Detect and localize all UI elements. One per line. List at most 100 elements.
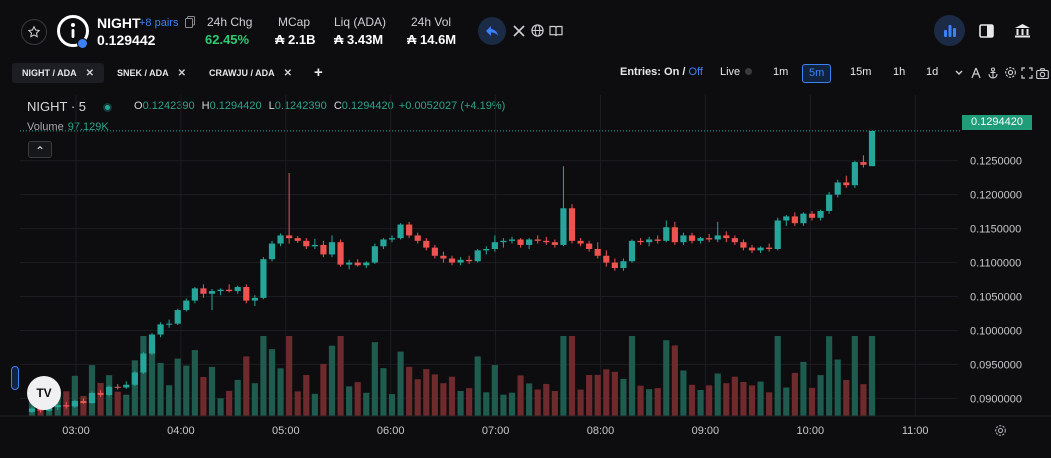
volume-bar: [88, 365, 96, 416]
candle-body: [268, 243, 276, 260]
add-tab-button[interactable]: +: [314, 64, 323, 81]
camera-icon[interactable]: [1036, 68, 1049, 79]
volume-bar: [577, 389, 584, 416]
volume-bar: [714, 373, 721, 416]
docs-book-icon[interactable]: [549, 25, 563, 37]
x-tick-label: 09:00: [692, 425, 720, 437]
bank-icon[interactable]: [1014, 23, 1031, 38]
live-toggle[interactable]: Live: [720, 66, 753, 78]
candle-body: [491, 242, 498, 249]
token-logo: [57, 15, 89, 47]
share-button[interactable]: [478, 17, 506, 45]
panel-layout-icon[interactable]: [979, 24, 994, 38]
ohlc-values: O0.1242390 H0.1294420 L0.1242390 C0.1294…: [134, 100, 505, 112]
copy-icon[interactable]: [185, 16, 195, 28]
volume-bar: [423, 369, 430, 416]
volume-bar: [234, 379, 241, 416]
volume-bar: [97, 382, 104, 416]
chevron-up-icon: ⌃: [34, 144, 46, 158]
stat-24h-chg-label: 24h Chg: [207, 15, 253, 29]
expand-icon[interactable]: [1021, 67, 1033, 79]
volume-bar: [114, 391, 121, 416]
candle-body: [680, 235, 687, 243]
candle-body: [397, 224, 404, 239]
volume-bar: [731, 376, 738, 416]
volume-bar: [217, 398, 224, 416]
timeframe-15m[interactable]: 15m: [850, 66, 872, 78]
top-bar: NIGHT +8 pairs 0.129442 24h Chg 62.45% M…: [0, 0, 1051, 60]
volume-bar: [791, 372, 798, 416]
tab-label: NIGHT / ADA: [22, 68, 77, 78]
candle-body: [740, 242, 747, 248]
candle-body: [234, 287, 241, 292]
x-twitter-icon[interactable]: [513, 25, 525, 37]
candle-body: [166, 323, 173, 325]
candle-body: [243, 287, 250, 301]
candle-body: [106, 386, 113, 395]
volume-bar: [320, 363, 327, 416]
candle-body: [371, 246, 378, 263]
chart-settings-gear-icon[interactable]: [994, 424, 1007, 437]
anchor-icon[interactable]: [987, 67, 999, 79]
entries-on[interactable]: On: [664, 66, 680, 78]
token-price: 0.129442: [97, 32, 156, 48]
globe-icon[interactable]: [531, 24, 544, 37]
timeframe-1m[interactable]: 1m: [773, 66, 789, 78]
collapse-legend-button[interactable]: ⌃: [28, 141, 52, 158]
tab-label: SNEK / ADA: [117, 68, 169, 78]
candle-body: [423, 240, 430, 248]
y-tick-label: 0.1000000: [970, 325, 1022, 337]
x-tick-label: 10:00: [797, 425, 825, 437]
volume-bar: [328, 345, 336, 416]
volume-bar: [568, 336, 576, 416]
indicator-fx-icon[interactable]: [970, 67, 982, 79]
candle-body: [303, 240, 310, 247]
close-icon[interactable]: ✕: [177, 67, 187, 79]
volume-bar: [466, 388, 473, 416]
close-icon[interactable]: ✕: [85, 67, 95, 79]
candle-body: [517, 239, 524, 245]
x-tick-label: 08:00: [587, 425, 615, 437]
close-icon[interactable]: ✕: [283, 67, 293, 79]
candle-body: [757, 247, 764, 251]
tab-snek-ada[interactable]: SNEK / ADA ✕: [107, 63, 196, 83]
volume-bar: [431, 374, 438, 416]
symbol-label: NIGHT · 5: [27, 99, 86, 114]
star-icon: [27, 25, 41, 38]
volume-bar: [303, 375, 310, 416]
volume-label: Volume: [27, 121, 64, 133]
timeframe-5m[interactable]: 5m: [802, 64, 832, 83]
bar-chart-icon: [943, 24, 956, 37]
timeframe-1h[interactable]: 1h: [893, 66, 906, 78]
candle-body: [80, 401, 87, 404]
favorite-star-button[interactable]: [21, 19, 47, 45]
candle-body: [286, 235, 293, 239]
candle-body: [311, 244, 318, 247]
y-tick-label: 0.0950000: [970, 359, 1022, 371]
candle-body: [466, 259, 473, 262]
candle-body: [260, 259, 267, 298]
candle-body: [637, 240, 644, 243]
y-tick-label: 0.1150000: [970, 224, 1021, 236]
volume-bar: [483, 392, 490, 416]
candle-body: [337, 242, 344, 265]
volume-bar: [800, 361, 807, 416]
tab-night-ada[interactable]: NIGHT / ADA ✕: [12, 63, 105, 83]
candle-body: [714, 235, 721, 240]
candle-body: [654, 239, 661, 241]
entries-toggle[interactable]: Entries: On / Off: [620, 66, 703, 78]
live-status-dot-icon: [103, 103, 113, 113]
x-tick-label: 05:00: [272, 425, 300, 437]
chevron-down-icon[interactable]: [955, 70, 963, 76]
timeframe-1d[interactable]: 1d: [926, 66, 939, 78]
volume-bar: [654, 388, 661, 416]
settings-gear-icon[interactable]: [1004, 66, 1017, 79]
candle-body: [97, 392, 104, 395]
chart-view-button[interactable]: [934, 15, 965, 46]
tab-crawju-ada[interactable]: CRAWJU / ADA ✕: [199, 63, 302, 83]
pairs-link[interactable]: +8 pairs: [139, 17, 179, 29]
candle-body: [354, 262, 361, 266]
scroll-handle[interactable]: [11, 366, 19, 390]
entries-off[interactable]: Off: [688, 66, 703, 78]
